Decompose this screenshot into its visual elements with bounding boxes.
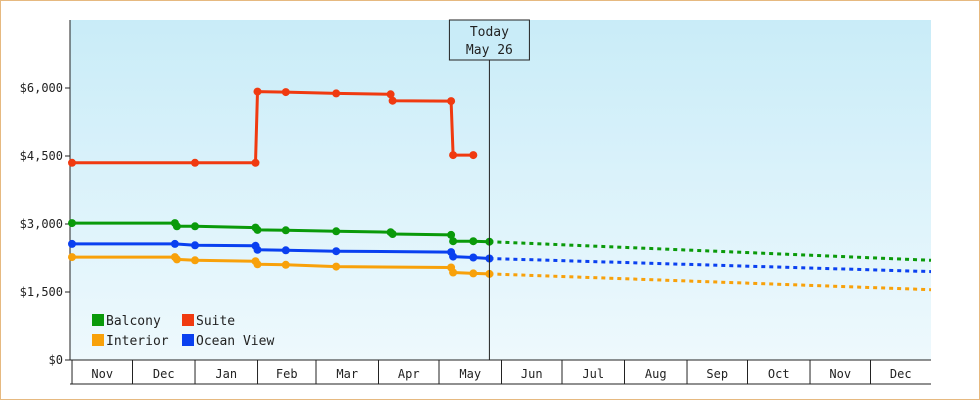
data-point-balcony (172, 222, 181, 231)
x-tick-label: Jul (582, 367, 604, 381)
legend-swatch (92, 334, 104, 346)
data-point-suite (281, 88, 290, 97)
data-point-balcony (447, 230, 456, 239)
data-point-ocean-view (332, 247, 341, 256)
data-point-interior (253, 260, 262, 269)
x-tick-label: Jun (521, 367, 543, 381)
data-point-suite (253, 87, 262, 96)
legend: Balcony Suite Interior Ocean View (92, 314, 274, 349)
data-point-balcony (68, 219, 76, 228)
today-label-date: May 26 (466, 43, 513, 58)
x-tick-label: Apr (398, 367, 420, 381)
forecast-line-ocean-view (489, 257, 932, 274)
x-tick-label: Nov (829, 367, 851, 381)
data-point-ocean-view (469, 253, 478, 262)
forecast-line-balcony (489, 240, 932, 262)
legend-item-ocean-view[interactable]: Ocean View (182, 334, 274, 349)
legend-label: Interior (106, 334, 169, 349)
y-tick-label: $6,000 (20, 81, 63, 95)
y-tick-label: $1,500 (20, 285, 63, 299)
x-tick-label: Sep (706, 367, 728, 381)
data-point-suite (251, 158, 260, 167)
x-tick-label: Mar (336, 367, 358, 381)
data-point-suite (68, 158, 76, 167)
today-marker: Today May 26 (448, 19, 530, 360)
data-point-ocean-view (170, 239, 179, 248)
data-point-balcony (253, 225, 262, 234)
x-tick-label: Dec (890, 367, 912, 381)
legend-label: Ocean View (196, 334, 274, 349)
legend-item-balcony[interactable]: Balcony (92, 314, 161, 329)
x-tick-label: Oct (768, 367, 790, 381)
data-point-suite (447, 97, 456, 106)
data-point-interior (332, 262, 341, 271)
x-tick-label: Dec (153, 367, 175, 381)
data-point-ocean-view (191, 241, 199, 250)
data-point-interior (172, 255, 181, 264)
legend-swatch (182, 334, 194, 346)
data-point-balcony (388, 230, 397, 238)
data-point-suite (332, 89, 341, 98)
series-suite (68, 87, 478, 167)
data-point-balcony (281, 226, 290, 235)
data-point-suite (449, 151, 458, 160)
series-layer (68, 87, 932, 292)
data-point-ocean-view (449, 252, 458, 261)
legend-item-interior[interactable]: Interior (92, 334, 169, 349)
series-ocean-view (68, 239, 932, 274)
data-point-interior (191, 256, 199, 265)
data-point-suite (469, 151, 478, 160)
data-point-balcony (469, 237, 478, 246)
today-label-box (448, 19, 530, 61)
forecast-line-interior (489, 272, 932, 292)
legend-label: Balcony (106, 314, 161, 329)
plot-area (70, 20, 931, 360)
data-point-ocean-view (253, 245, 262, 254)
legend-item-suite[interactable]: Suite (182, 314, 235, 329)
y-tick-label: $4,500 (20, 149, 63, 163)
series-interior (68, 253, 932, 292)
y-tick-label: $3,000 (20, 217, 63, 231)
data-point-balcony (191, 222, 199, 231)
x-tick-label: Nov (91, 367, 113, 381)
legend-swatch (92, 314, 104, 326)
data-point-interior (469, 269, 478, 278)
legend-label: Suite (196, 314, 235, 329)
x-axis: Nov Dec Jan Feb Mar Apr May Jun Jul Aug Sep Oct Nov D… (70, 359, 931, 385)
data-point-ocean-view (68, 239, 76, 248)
data-point-interior (281, 260, 290, 269)
data-point-interior (449, 268, 458, 277)
series-balcony (68, 219, 932, 262)
x-tick-label: Jan (215, 367, 237, 381)
today-label-title: Today (470, 25, 509, 40)
x-tick-label: Aug (645, 367, 667, 381)
data-point-ocean-view (281, 246, 290, 255)
legend-swatch (182, 314, 194, 326)
x-tick-label: May (459, 367, 481, 381)
data-point-suite (386, 90, 395, 99)
x-tick-label: Feb (276, 367, 298, 381)
data-point-suite (191, 158, 199, 167)
data-point-interior (68, 253, 76, 262)
data-point-balcony (332, 227, 341, 236)
data-point-suite (388, 96, 397, 105)
y-tick-label: $0 (49, 353, 63, 367)
y-axis: $0 $1,500 $3,000 $4,500 $6,000 (20, 20, 71, 367)
data-point-balcony (449, 237, 458, 246)
